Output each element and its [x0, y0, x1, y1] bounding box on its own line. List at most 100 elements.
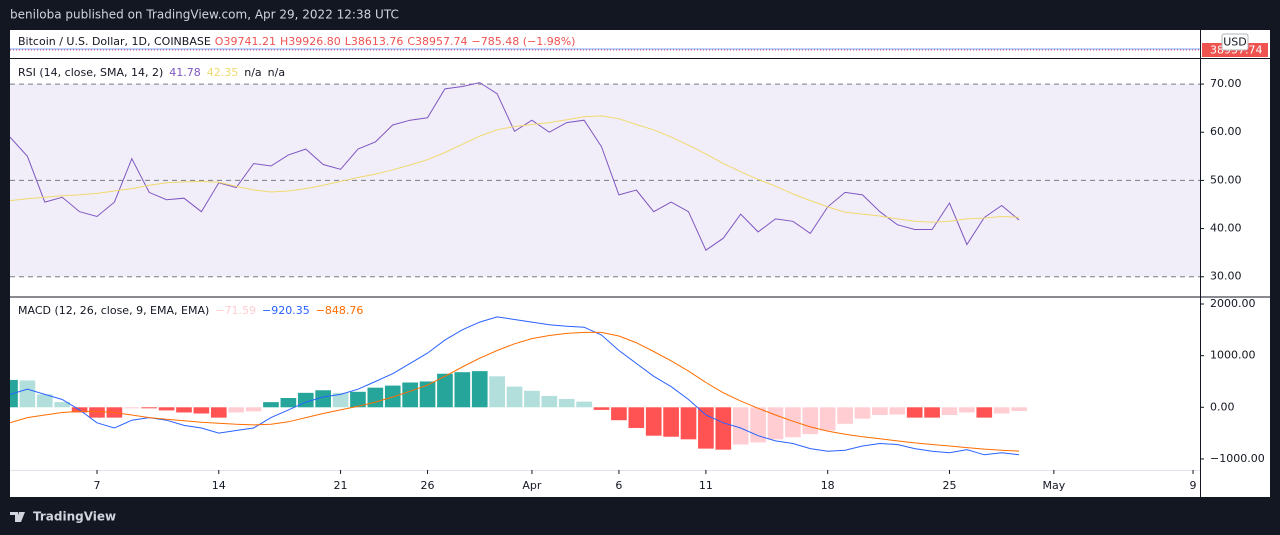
- indicator-title: MACD (12, 26, close, 9, EMA, EMA): [18, 304, 209, 317]
- histogram-bar: [280, 397, 297, 408]
- y-tick-label: 50.00: [1210, 173, 1242, 186]
- legend-extra: n/a: [268, 66, 285, 79]
- y-tick-label: 2000.00: [1210, 297, 1256, 310]
- histogram-bar: [454, 372, 471, 408]
- histogram-bar: [593, 407, 610, 410]
- logo-icon: [10, 512, 25, 522]
- histogram-bar: [924, 407, 940, 418]
- pane: [10, 316, 1027, 456]
- indicator-title: RSI (14, close, SMA, 14, 2): [18, 66, 163, 79]
- histogram-bar: [367, 387, 384, 408]
- legend-value: −71.59: [215, 304, 256, 317]
- histogram-bar: [959, 407, 975, 413]
- legend-value: −920.35: [262, 304, 310, 317]
- x-tick-label: 6: [615, 479, 622, 492]
- histogram-bar: [854, 407, 871, 419]
- histogram-bar: [210, 407, 227, 418]
- x-tick-label: Apr: [522, 479, 542, 492]
- histogram-bar: [524, 390, 540, 408]
- histogram-bar: [332, 392, 349, 408]
- histogram-bar: [576, 401, 592, 408]
- histogram-bar: [489, 376, 505, 408]
- x-tick-label: 7: [93, 479, 100, 492]
- x-tick-label: 25: [942, 479, 956, 492]
- histogram-bar: [976, 407, 993, 418]
- y-tick-label: 70.00: [1210, 77, 1242, 90]
- histogram-bar: [663, 407, 679, 437]
- x-tick-label: 18: [821, 479, 835, 492]
- histogram-bar: [767, 407, 784, 440]
- series-line: [10, 316, 1020, 456]
- y-tick-label: 60.00: [1210, 125, 1242, 138]
- y-tick-label: −1000.00: [1210, 452, 1265, 465]
- ohlc-change: −785.48 (−1.98%): [472, 35, 576, 48]
- ohlc-close: C38957.74: [407, 35, 467, 48]
- series-line: [10, 115, 1020, 223]
- currency: USD: [1223, 36, 1247, 49]
- legend-extra: n/a: [244, 66, 261, 79]
- histogram-bar: [228, 407, 244, 413]
- histogram-bar: [158, 407, 175, 411]
- histogram-bar: [698, 407, 714, 449]
- histogram-bar: [36, 394, 53, 408]
- histogram-bar: [558, 399, 575, 408]
- histogram-bar: [123, 407, 140, 409]
- histogram-bar: [89, 407, 105, 418]
- x-tick-label: 21: [334, 479, 348, 492]
- histogram-bar: [715, 407, 732, 450]
- brand: TradingView: [33, 510, 116, 524]
- y-tick-label: 40.00: [1210, 222, 1242, 235]
- pane: [10, 82, 1200, 278]
- histogram-bar: [141, 407, 158, 409]
- histogram-bar: [437, 373, 453, 408]
- histogram-bar: [802, 407, 819, 435]
- histogram-bar: [993, 407, 1010, 414]
- histogram-bar: [419, 381, 436, 408]
- series-line: [10, 82, 1020, 251]
- ohlc-high: H39926.80: [280, 35, 341, 48]
- histogram-bar: [906, 407, 923, 418]
- histogram-bar: [680, 407, 697, 440]
- histogram-bar: [10, 379, 18, 408]
- y-tick-label: 1000.00: [1210, 349, 1256, 362]
- histogram-bar: [645, 407, 662, 436]
- histogram-bar: [611, 407, 627, 421]
- histogram-bar: [785, 407, 801, 438]
- x-tick-label: 11: [699, 479, 713, 492]
- histogram-bar: [889, 407, 906, 415]
- x-tick-label: May: [1042, 479, 1065, 492]
- histogram-bar: [245, 407, 262, 412]
- histogram-bar: [350, 391, 366, 408]
- x-tick-label: 14: [212, 479, 226, 492]
- histogram-bar: [506, 386, 523, 408]
- histogram-bar: [315, 390, 331, 408]
- histogram-bar: [628, 407, 645, 428]
- histogram-bar: [1011, 407, 1027, 411]
- histogram-bar: [402, 382, 418, 408]
- x-tick-label: 26: [421, 479, 435, 492]
- ohlc-low: L38613.76: [345, 35, 404, 48]
- histogram-bar: [471, 371, 488, 408]
- histogram-bar: [176, 407, 192, 413]
- histogram-bar: [541, 395, 558, 408]
- histogram-bar: [732, 407, 749, 445]
- histogram-bar: [19, 380, 36, 408]
- legend-value: 41.78: [169, 66, 201, 79]
- histogram-bar: [54, 402, 71, 408]
- y-tick-label: 30.00: [1210, 270, 1242, 283]
- symbol-title: Bitcoin / U.S. Dollar, 1D, COINBASE: [18, 35, 211, 48]
- histogram-bar: [263, 402, 279, 408]
- histogram-bar: [193, 407, 210, 414]
- currency-box: [1221, 33, 1249, 51]
- histogram-bar: [384, 385, 401, 408]
- histogram-bar: [837, 407, 853, 424]
- tv-logo: [10, 512, 25, 522]
- legend-value: −848.76: [316, 304, 364, 317]
- histogram-bar: [941, 407, 958, 416]
- histogram-bar: [819, 407, 836, 431]
- x-tick-label: 9: [1190, 479, 1197, 492]
- ohlc-open: O39741.21: [215, 35, 276, 48]
- histogram-bar: [872, 407, 888, 416]
- y-tick-label: 0.00: [1210, 400, 1235, 413]
